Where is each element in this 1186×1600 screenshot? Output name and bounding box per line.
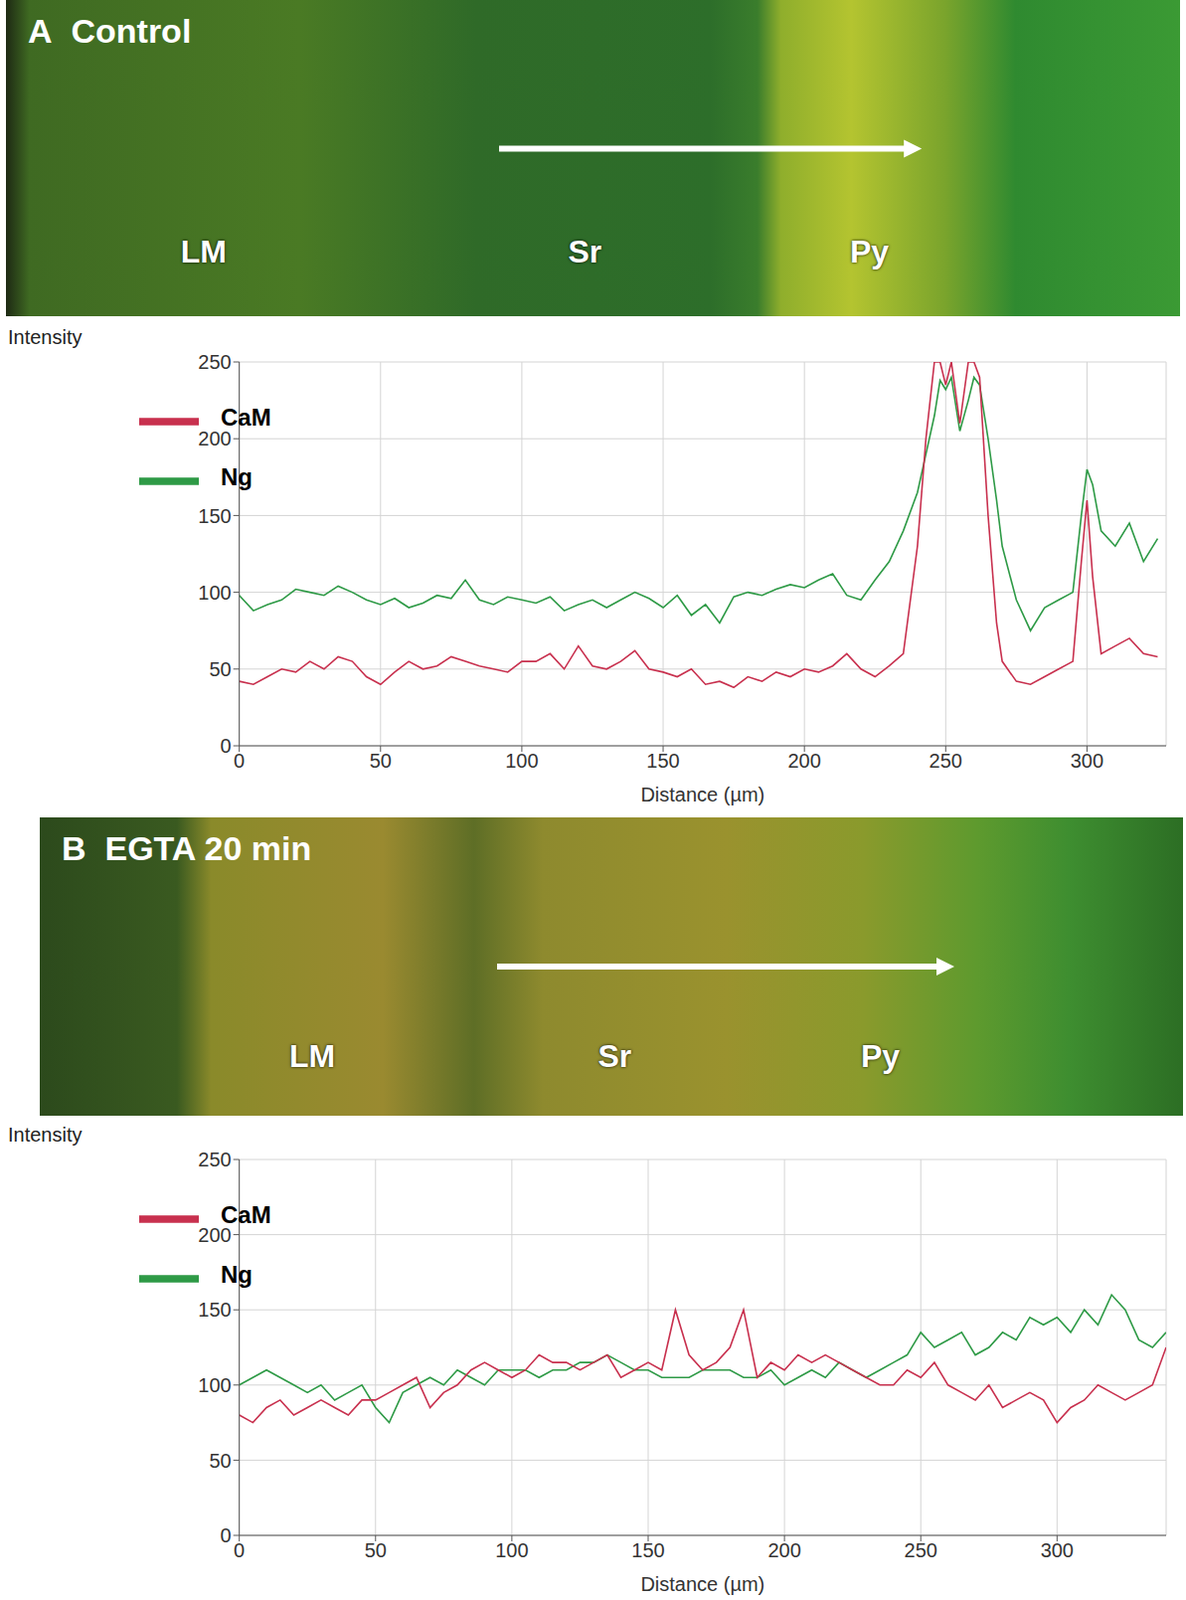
- html-text:Py: Py: [849, 233, 889, 270]
- svg-text:250: 250: [197, 351, 231, 373]
- svg-text:300: 300: [1070, 749, 1104, 772]
- html-text:LM: LM: [289, 1037, 336, 1074]
- svg-text:300: 300: [1040, 1538, 1074, 1561]
- svg-text:0: 0: [220, 734, 232, 757]
- svg-text:0: 0: [233, 749, 245, 772]
- html-text:Sr: Sr: [568, 233, 602, 270]
- svg-text:150: 150: [646, 749, 679, 772]
- svg-text:50: 50: [208, 658, 231, 680]
- svg-text:150: 150: [197, 1298, 231, 1321]
- svg-text:250: 250: [929, 749, 963, 772]
- html-text:Sr: Sr: [597, 1037, 632, 1074]
- html-text:Ng: Ng: [220, 463, 253, 491]
- html-text:B: B: [61, 829, 87, 867]
- svg-text:150: 150: [197, 505, 231, 527]
- html-text:CaM: CaM: [220, 403, 272, 431]
- svg-text:200: 200: [197, 1223, 231, 1246]
- html-text:A: A: [27, 11, 53, 50]
- svg-text:0: 0: [233, 1538, 245, 1561]
- svg-text:200: 200: [197, 427, 231, 450]
- svg-text:100: 100: [197, 581, 231, 604]
- html-text:Intensity: Intensity: [7, 1123, 83, 1146]
- svg-text:250: 250: [197, 1149, 231, 1171]
- svg-text:50: 50: [208, 1449, 231, 1472]
- html-text:Py: Py: [860, 1037, 900, 1074]
- html-text:Intensity: Intensity: [7, 326, 83, 348]
- svg-text:100: 100: [505, 749, 538, 772]
- svg-text:50: 50: [369, 749, 392, 772]
- html-text:LM: LM: [180, 233, 227, 270]
- svg-text:200: 200: [767, 1538, 801, 1561]
- svg-text:250: 250: [904, 1538, 938, 1561]
- svg-text:0: 0: [220, 1524, 232, 1546]
- svg-text:200: 200: [787, 749, 821, 772]
- svg-text:100: 100: [197, 1373, 231, 1396]
- svg-text:Distance (µm): Distance (µm): [640, 1572, 765, 1595]
- html-text:CaM: CaM: [220, 1201, 272, 1228]
- svg-text:Distance (µm): Distance (µm): [640, 783, 765, 806]
- svg-text:50: 50: [364, 1538, 387, 1561]
- svg-text:150: 150: [631, 1538, 665, 1561]
- html-text:EGTA 20 min: EGTA 20 min: [104, 829, 312, 867]
- svg-text:100: 100: [495, 1538, 528, 1561]
- html-text:Control: Control: [71, 11, 192, 50]
- html-text:Ng: Ng: [220, 1260, 253, 1288]
